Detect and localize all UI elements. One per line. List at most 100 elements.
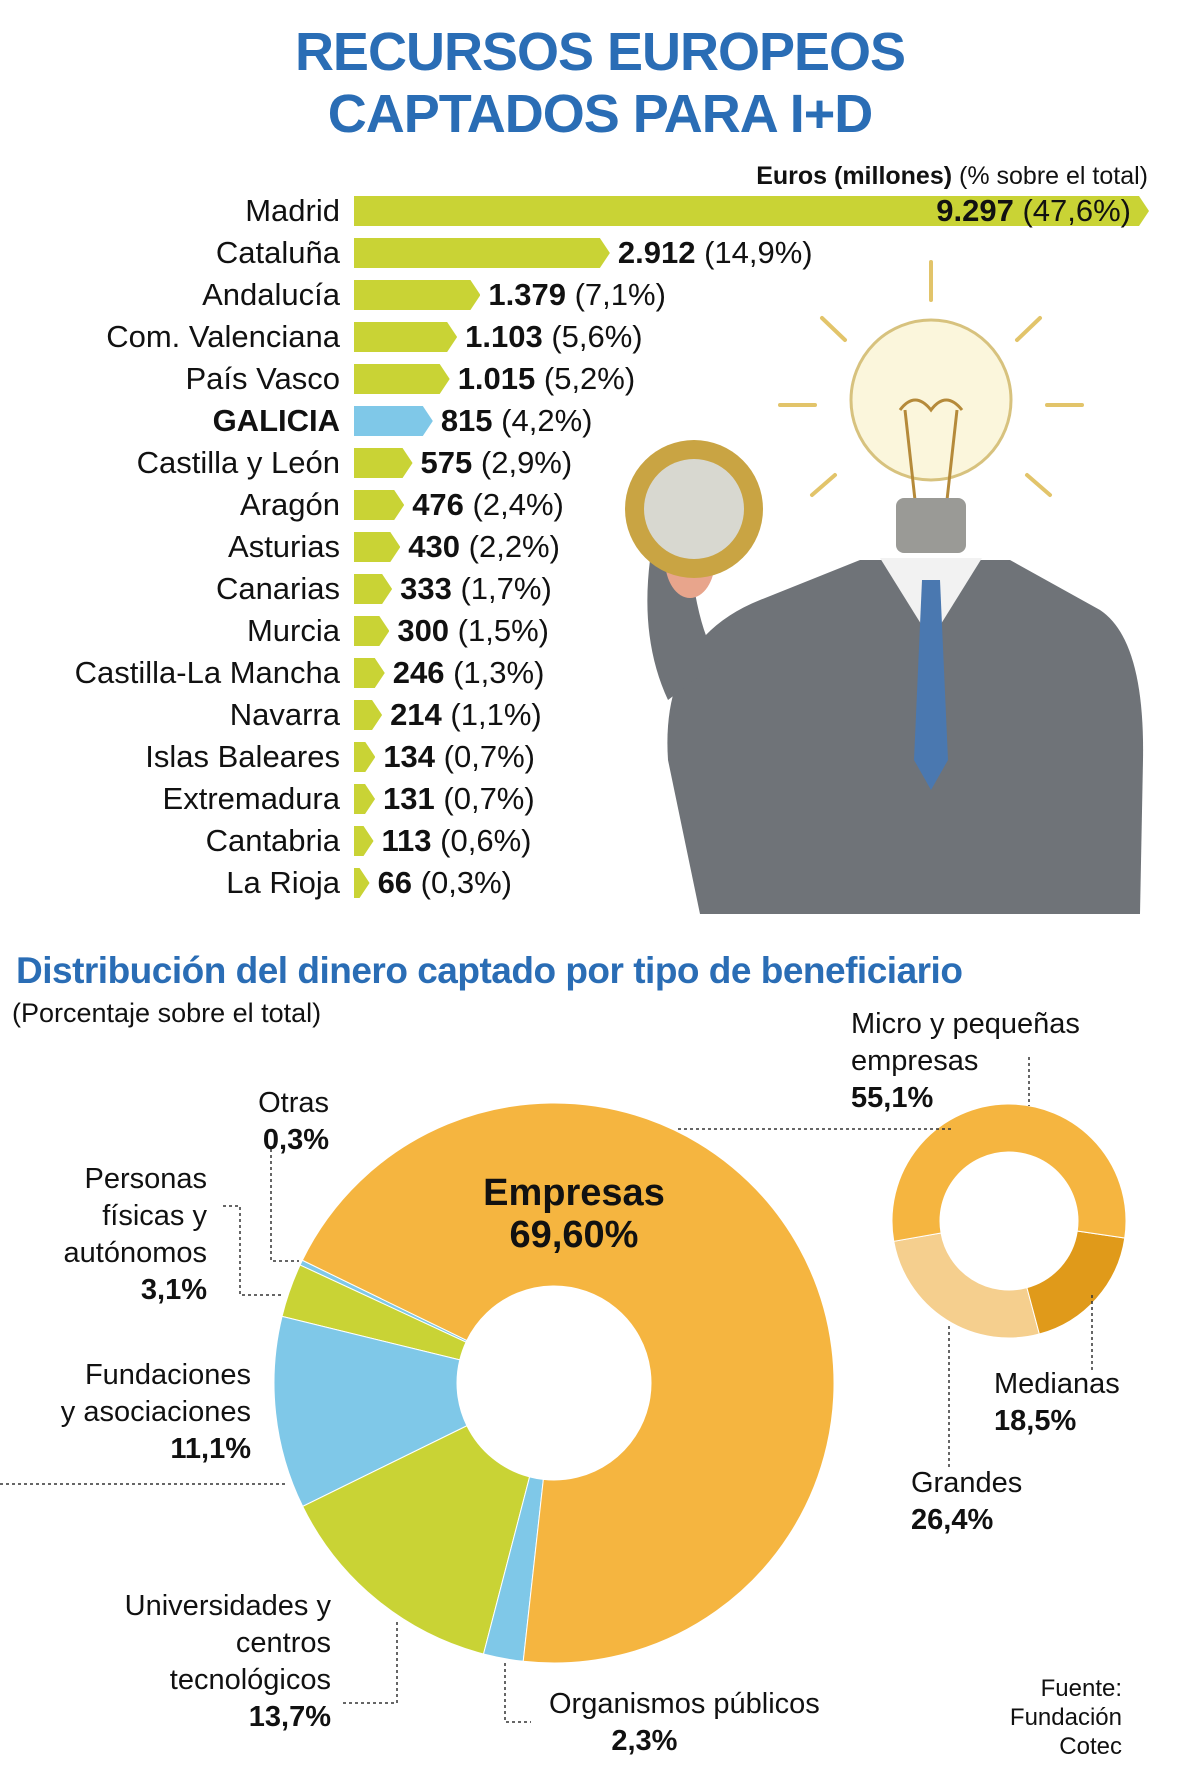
bar-value-label: 113 (0,6%) [381,823,532,858]
bar [354,490,404,520]
header-units: Euros (millones) [756,162,953,190]
bar-category-label: La Rioja [226,865,340,900]
donut-slice [281,1264,467,1361]
label-pct: 55,1% [851,1082,934,1114]
donut-slice [891,1103,1127,1242]
label-text: Grandes [911,1467,1023,1499]
section-title: Distribución del dinero captado por tipo… [16,950,963,991]
label-pct: 3,1% [140,1274,207,1306]
bar-category-label: GALICIA [212,403,340,438]
section-subtitle: (Porcentaje sobre el total) [12,998,322,1028]
label-grandes: Grandes 26,4% [911,1465,1022,1539]
bar [354,364,450,394]
source-line: Fuente: [1040,1675,1122,1702]
source-note: Fuente: Fundación Cotec [1010,1674,1122,1761]
bar-value-label: 1.103 (5,6%) [465,319,643,354]
donut-slice [301,1102,835,1664]
label-text: autónomos [63,1237,208,1269]
empresas-label: Empresas 69,60% [424,1172,724,1256]
title-line-2: CAPTADOS PARA I+D [327,84,874,144]
donut-slice [893,1232,1040,1339]
empresas-name: Empresas [483,1172,665,1214]
lightbulb-icon [647,260,1144,914]
bar [354,448,413,478]
label-personas: Personas físicas y autónomos 3,1% [64,1161,208,1309]
bar-value-label: 575 (2,9%) [420,445,573,480]
bar [354,532,400,562]
label-text: Universidades y [124,1590,331,1622]
bar-category-label: Madrid [245,193,340,228]
bar-category-label: Murcia [246,613,340,648]
donut-slice [273,1315,468,1508]
bar [354,742,375,772]
leader-organismos [504,1663,531,1723]
bar [354,238,610,268]
bar-value-label: 66 (0,3%) [377,865,512,900]
bar-value-label: 2.912 (14,9%) [617,235,813,270]
bar-value-label: 476 (2,4%) [412,487,564,522]
bar-value-label: 246 (1,3%) [392,655,545,690]
leader-otras [270,1149,299,1262]
label-organismos: Organismos públicos 2,3% [549,1686,820,1760]
bar [354,196,1149,226]
bar-category-label: Aragón [240,487,340,522]
label-text: tecnológicos [169,1664,331,1696]
label-fundaciones: Fundaciones y asociaciones 11,1% [61,1357,251,1468]
bar-category-label: Islas Baleares [145,739,340,774]
label-universidades: Universidades y centros tecnológicos 13,7% [125,1588,331,1736]
leader-personas [223,1205,283,1296]
source-line: Fundación [1009,1704,1122,1731]
bar-header: Euros (millones) (% sobre el total) [756,162,1148,191]
bar-category-label: Cataluña [215,235,340,270]
empresas-pct: 69,60% [509,1214,639,1256]
bar-category-label: Extremadura [162,781,340,816]
label-pct: 0,3% [262,1124,329,1156]
title-line-1: RECURSOS EUROPEOS [294,22,906,82]
source-line: Cotec [1059,1733,1122,1760]
label-micro: Micro y pequeñas empresas 55,1% [851,1006,1080,1117]
bar-value-label: 815 (4,2%) [440,403,593,438]
label-text: Medianas [994,1368,1120,1400]
bar-value-label: 9.297 (47,6%) [936,193,1131,228]
donut-slice [301,1425,531,1655]
label-text: Organismos públicos [549,1688,820,1720]
bar-value-label: 214 (1,1%) [390,697,542,732]
header-pct: (% sobre el total) [959,162,1148,190]
bar-value-label: 1.379 (7,1%) [488,277,666,312]
label-text: Otras [258,1087,329,1119]
euro-coin-icon [625,440,763,598]
bar [354,280,480,310]
donut-slice [1026,1230,1126,1335]
label-pct: 18,5% [994,1405,1077,1437]
label-pct: 2,3% [611,1725,678,1757]
bar-category-label: Castilla-La Mancha [74,655,340,690]
bar-value-label: 333 (1,7%) [400,571,552,606]
lightbulb-man-illustration [625,260,1144,914]
bar [354,322,457,352]
label-text: centros [235,1627,331,1659]
bar-value-label: 430 (2,2%) [408,529,560,564]
bar-value-label: 134 (0,7%) [383,739,535,774]
label-pct: 26,4% [911,1504,994,1536]
label-text: Personas [84,1163,207,1195]
bar-category-label: Castilla y León [136,445,340,480]
bar-category-label: Cantabria [205,823,340,858]
donut-slice [482,1476,544,1662]
label-pct: 11,1% [170,1433,251,1465]
label-text: y asociaciones [60,1396,251,1428]
bar [354,784,375,814]
label-text: Fundaciones [84,1359,251,1391]
bar-value-label: 131 (0,7%) [383,781,535,816]
bar-category-label: País Vasco [185,361,340,396]
label-text: Micro y pequeñas [851,1008,1080,1040]
label-pct: 13,7% [248,1701,331,1733]
leader-universidades [343,1621,398,1704]
bar-category-label: Andalucía [202,277,340,312]
bar-category-label: Asturias [228,529,340,564]
bar-value-label: 300 (1,5%) [397,613,549,648]
label-text: empresas [851,1045,979,1077]
bar-category-label: Com. Valenciana [106,319,340,354]
bar-category-label: Navarra [229,697,340,732]
bar-category-label: Canarias [215,571,340,606]
label-medianas: Medianas 18,5% [994,1366,1120,1440]
